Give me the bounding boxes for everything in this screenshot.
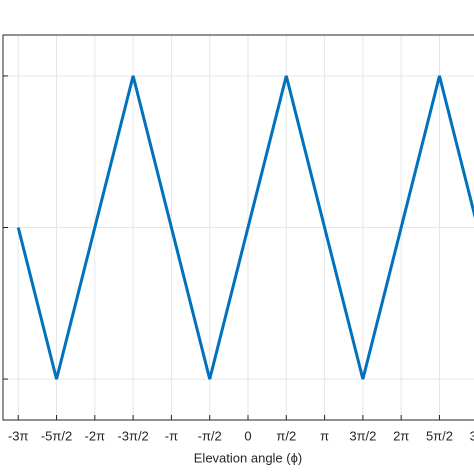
x-tick-label: -π xyxy=(165,428,178,443)
x-tick-label: 5π/2 xyxy=(426,428,453,443)
x-tick-label: -π/2 xyxy=(198,428,222,443)
x-tick-label: π xyxy=(320,428,329,443)
x-tick-label: -3π xyxy=(8,428,29,443)
plot-frame xyxy=(2,34,474,421)
x-tick-label: -2π xyxy=(85,428,106,443)
x-tick-label: 3π xyxy=(470,428,474,443)
x-tick-label: 2π xyxy=(393,428,409,443)
x-axis-label: Elevation angle (ϕ) xyxy=(194,450,302,465)
x-tick-label: 3π/2 xyxy=(349,428,376,443)
line-series xyxy=(16,75,474,380)
x-tick-label: 0 xyxy=(244,428,251,443)
x-tick-label: -5π/2 xyxy=(41,428,72,443)
x-tick-label: π/2 xyxy=(276,428,296,443)
x-tick-label: -3π/2 xyxy=(117,428,148,443)
